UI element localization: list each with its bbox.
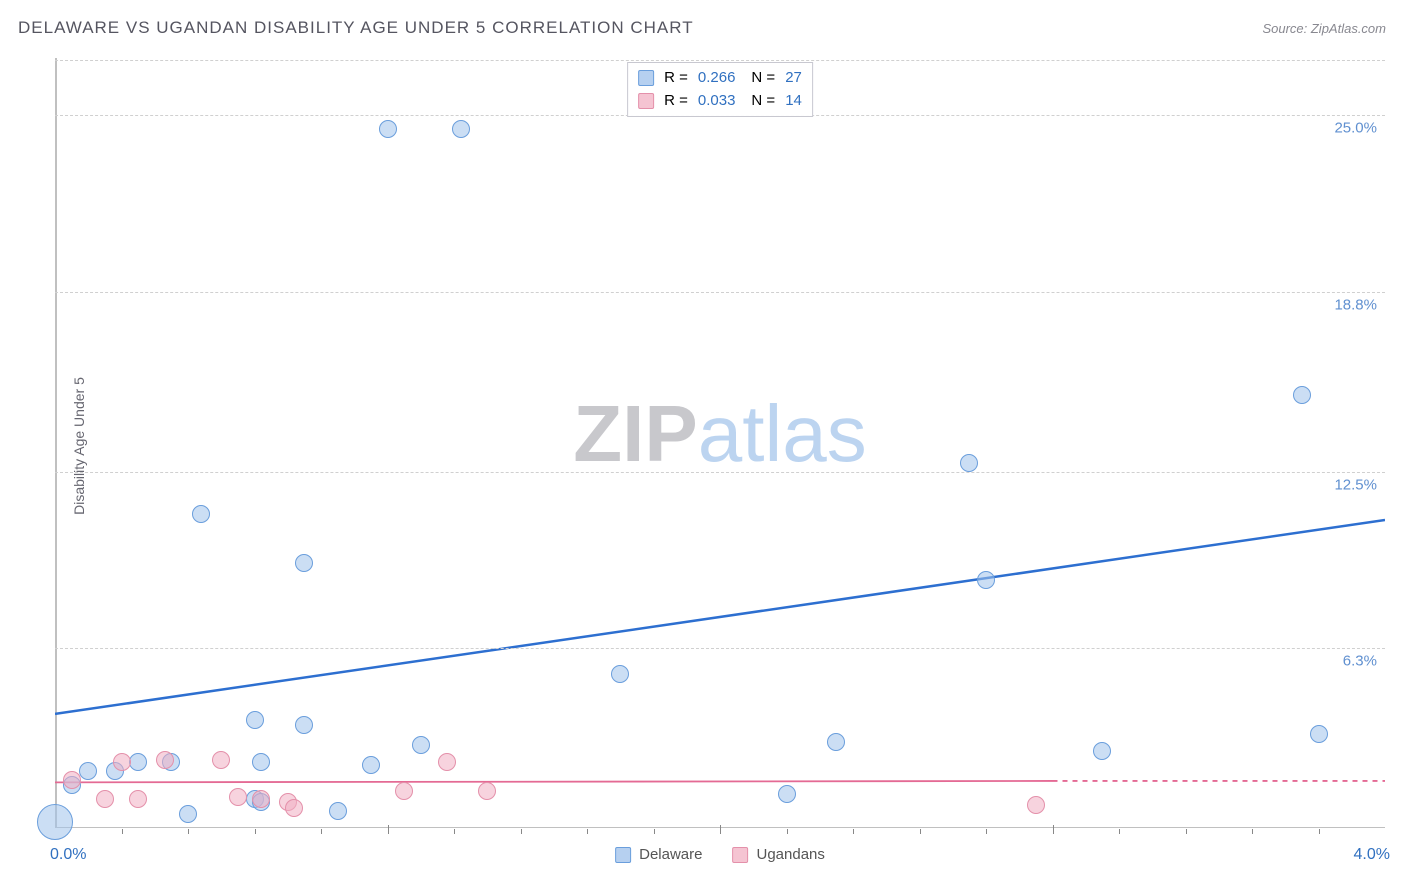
data-point — [362, 756, 380, 774]
data-point — [129, 790, 147, 808]
y-tick-label: 6.3% — [1343, 653, 1377, 670]
stats-legend-row: R =0.266N =27 — [638, 67, 802, 90]
data-point — [96, 790, 114, 808]
data-point — [379, 120, 397, 138]
data-point — [611, 665, 629, 683]
data-point — [285, 799, 303, 817]
chart-plot-area: ZIPatlas 6.3%12.5%18.8%25.0% R =0.266N =… — [55, 58, 1385, 828]
data-point — [63, 771, 81, 789]
data-point — [412, 736, 430, 754]
stats-legend: R =0.266N =27R =0.033N =14 — [627, 62, 813, 117]
data-point — [395, 782, 413, 800]
data-point — [252, 753, 270, 771]
x-axis-min-label: 0.0% — [50, 846, 86, 864]
series-legend: Delaware Ugandans — [615, 846, 825, 863]
data-point — [192, 505, 210, 523]
data-point — [295, 716, 313, 734]
data-point — [79, 762, 97, 780]
series-legend-item: Delaware — [615, 846, 702, 863]
data-point — [827, 733, 845, 751]
x-tick — [255, 829, 256, 834]
x-tick — [188, 829, 189, 834]
y-tick-label: 12.5% — [1334, 476, 1377, 493]
x-tick — [1186, 829, 1187, 834]
data-point — [778, 785, 796, 803]
y-tick-label: 25.0% — [1334, 120, 1377, 137]
data-point — [452, 120, 470, 138]
data-point — [246, 711, 264, 729]
data-point — [1093, 742, 1111, 760]
gridline — [55, 292, 1385, 293]
x-tick — [1053, 825, 1054, 834]
data-point — [229, 788, 247, 806]
data-point — [1310, 725, 1328, 743]
data-point — [438, 753, 456, 771]
gridline — [55, 60, 1385, 61]
x-tick — [720, 825, 721, 834]
data-point — [179, 805, 197, 823]
x-tick — [1119, 829, 1120, 834]
data-point — [960, 454, 978, 472]
stats-legend-row: R =0.033N =14 — [638, 90, 802, 113]
y-tick-label: 18.8% — [1334, 296, 1377, 313]
data-point — [37, 804, 73, 840]
data-point — [156, 751, 174, 769]
x-tick — [920, 829, 921, 834]
data-point — [1293, 386, 1311, 404]
data-point — [212, 751, 230, 769]
source-citation: Source: ZipAtlas.com — [1262, 21, 1386, 36]
series-legend-item: Ugandans — [732, 846, 824, 863]
x-tick — [122, 829, 123, 834]
data-point — [129, 753, 147, 771]
data-point — [113, 753, 131, 771]
y-axis-line — [55, 58, 57, 828]
x-tick — [1319, 829, 1320, 834]
x-tick — [521, 829, 522, 834]
data-point — [977, 571, 995, 589]
gridline — [55, 472, 1385, 473]
data-point — [329, 802, 347, 820]
chart-title: DELAWARE VS UGANDAN DISABILITY AGE UNDER… — [18, 18, 694, 38]
x-axis-max-label: 4.0% — [1354, 846, 1390, 864]
x-tick — [853, 829, 854, 834]
x-tick — [587, 829, 588, 834]
data-point — [295, 554, 313, 572]
x-tick — [454, 829, 455, 834]
data-point — [478, 782, 496, 800]
x-tick — [321, 829, 322, 834]
data-point — [1027, 796, 1045, 814]
gridline — [55, 648, 1385, 649]
x-tick — [787, 829, 788, 834]
x-tick — [654, 829, 655, 834]
x-tick — [1252, 829, 1253, 834]
x-tick — [388, 825, 389, 834]
data-point — [252, 790, 270, 808]
x-tick — [986, 829, 987, 834]
